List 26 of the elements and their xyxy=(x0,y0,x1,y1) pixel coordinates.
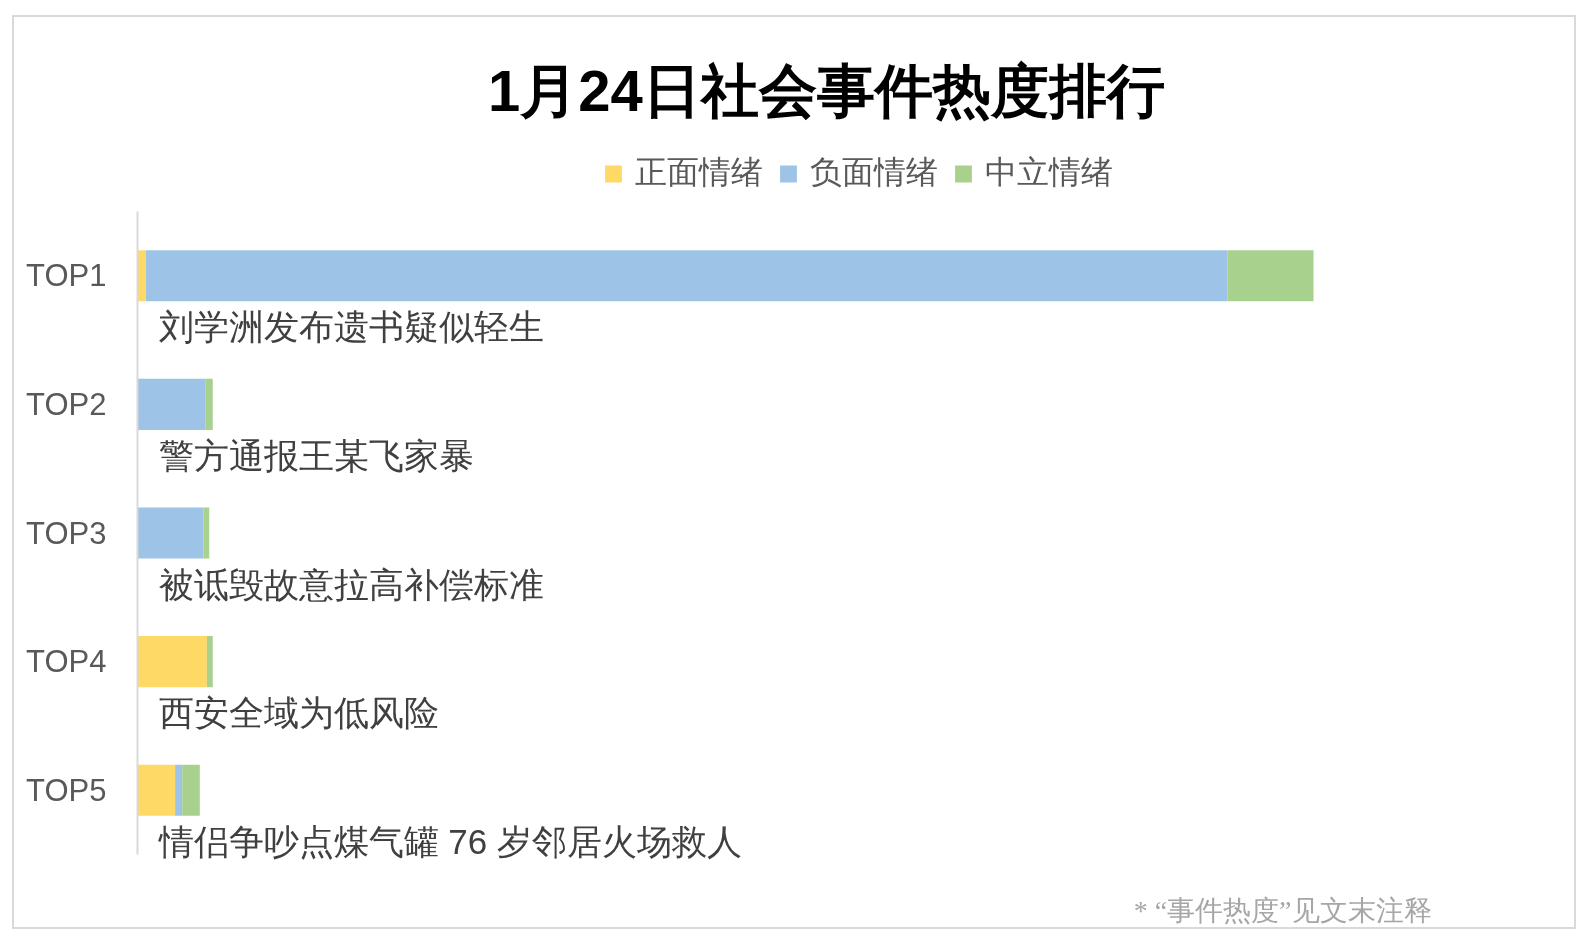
y-tick-label: TOP2 xyxy=(26,386,107,422)
bar xyxy=(203,507,210,559)
text: * “事件热度”见文末注释 xyxy=(1133,895,1432,926)
y-tick-label: TOP5 xyxy=(26,772,107,808)
y-tick-label: TOP3 xyxy=(26,515,107,551)
bar xyxy=(137,378,206,430)
annotation: 西安全域为低风险 xyxy=(158,693,439,733)
bar xyxy=(145,250,1228,302)
bar xyxy=(137,636,207,688)
y-tick-label: TOP4 xyxy=(26,644,107,680)
bar xyxy=(137,764,176,816)
annotation: 被诋毁故意拉高补偿标准 xyxy=(158,564,544,604)
bar xyxy=(137,507,204,559)
annotation: 刘学洲发布遗书疑似轻生 xyxy=(158,307,544,347)
bar xyxy=(182,764,200,816)
bar xyxy=(205,378,213,430)
legend-label: 负面情绪 xyxy=(810,153,938,192)
annotation: 情侣争吵点煤气罐 76 岁邻居火场救人 xyxy=(157,821,742,861)
legend-label: 中立情绪 xyxy=(985,153,1113,192)
bar xyxy=(175,764,183,816)
chart-title: 1月24日社会事件热度排行 xyxy=(487,58,1165,123)
bar xyxy=(206,636,213,688)
y-tick-label: TOP1 xyxy=(26,258,107,294)
bar xyxy=(1227,250,1314,302)
legend-label: 正面情绪 xyxy=(635,153,763,192)
annotation: 警方通报王某飞家暴 xyxy=(158,435,474,475)
